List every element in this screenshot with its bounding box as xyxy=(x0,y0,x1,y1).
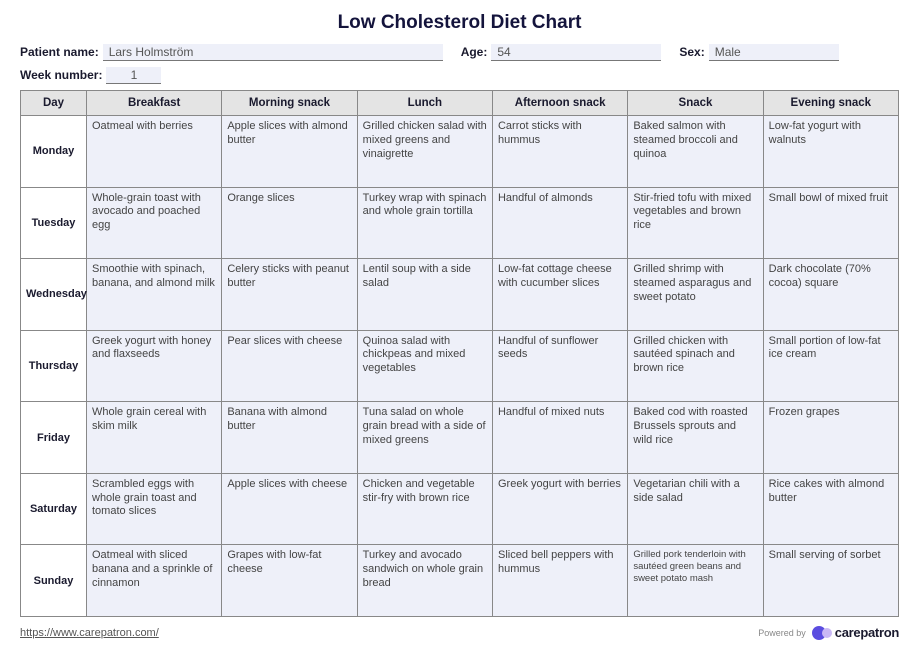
footer-url[interactable]: https://www.carepatron.com/ xyxy=(20,627,159,639)
meal-cell: Handful of almonds xyxy=(492,187,627,259)
patient-name-label: Patient name: xyxy=(20,45,99,59)
day-cell: Tuesday xyxy=(21,187,87,259)
meal-cell: Small serving of sorbet xyxy=(763,545,898,617)
table-row: SundayOatmeal with sliced banana and a s… xyxy=(21,545,899,617)
age-label: Age: xyxy=(461,45,488,59)
table-row: ThursdayGreek yogurt with honey and flax… xyxy=(21,330,899,402)
meal-cell: Greek yogurt with honey and flaxseeds xyxy=(87,330,222,402)
meal-cell: Oatmeal with berries xyxy=(87,116,222,188)
day-cell: Saturday xyxy=(21,473,87,545)
week-value[interactable]: 1 xyxy=(106,67,161,84)
col-morning-snack: Morning snack xyxy=(222,91,357,116)
patient-info-row-2: Week number: 1 xyxy=(20,67,899,84)
meal-cell: Smoothie with spinach, banana, and almon… xyxy=(87,259,222,331)
col-day: Day xyxy=(21,91,87,116)
meal-cell: Grilled chicken salad with mixed greens … xyxy=(357,116,492,188)
meal-cell: Small portion of low-fat ice cream xyxy=(763,330,898,402)
meal-cell: Tuna salad on whole grain bread with a s… xyxy=(357,402,492,474)
day-cell: Friday xyxy=(21,402,87,474)
meal-cell: Handful of sunflower seeds xyxy=(492,330,627,402)
age-field: Age: 54 xyxy=(461,44,662,61)
meal-cell: Small bowl of mixed fruit xyxy=(763,187,898,259)
meal-cell: Grilled shrimp with steamed asparagus an… xyxy=(628,259,763,331)
meal-cell: Stir-fried tofu with mixed vegetables an… xyxy=(628,187,763,259)
meal-cell: Low-fat yogurt with walnuts xyxy=(763,116,898,188)
meal-cell: Greek yogurt with berries xyxy=(492,473,627,545)
meal-cell: Rice cakes with almond butter xyxy=(763,473,898,545)
logo-icon xyxy=(812,626,832,640)
chart-title: Low Cholesterol Diet Chart xyxy=(20,12,899,34)
meal-cell: Grapes with low-fat cheese xyxy=(222,545,357,617)
table-header-row: Day Breakfast Morning snack Lunch Aftern… xyxy=(21,91,899,116)
meal-cell: Low-fat cottage cheese with cucumber sli… xyxy=(492,259,627,331)
meal-cell: Whole grain cereal with skim milk xyxy=(87,402,222,474)
day-cell: Thursday xyxy=(21,330,87,402)
meal-cell: Grilled pork tenderloin with sautéed gre… xyxy=(628,545,763,617)
meal-cell: Pear slices with cheese xyxy=(222,330,357,402)
patient-info-row-1: Patient name: Lars Holmström Age: 54 Sex… xyxy=(20,44,899,61)
meal-cell: Baked cod with roasted Brussels sprouts … xyxy=(628,402,763,474)
meal-cell: Sliced bell peppers with hummus xyxy=(492,545,627,617)
patient-name-value[interactable]: Lars Holmström xyxy=(103,44,443,61)
table-row: WednesdaySmoothie with spinach, banana, … xyxy=(21,259,899,331)
meal-cell: Frozen grapes xyxy=(763,402,898,474)
meal-cell: Carrot sticks with hummus xyxy=(492,116,627,188)
meal-cell: Vegetarian chili with a side salad xyxy=(628,473,763,545)
meal-cell: Apple slices with almond butter xyxy=(222,116,357,188)
day-cell: Wednesday xyxy=(21,259,87,331)
col-evening-snack: Evening snack xyxy=(763,91,898,116)
brand-name: carepatron xyxy=(835,625,899,640)
meal-cell: Turkey wrap with spinach and whole grain… xyxy=(357,187,492,259)
meal-cell: Handful of mixed nuts xyxy=(492,402,627,474)
age-value[interactable]: 54 xyxy=(491,44,661,61)
meal-cell: Whole-grain toast with avocado and poach… xyxy=(87,187,222,259)
patient-name-field: Patient name: Lars Holmström xyxy=(20,44,443,61)
meal-cell: Dark chocolate (70% cocoa) square xyxy=(763,259,898,331)
meal-cell: Apple slices with cheese xyxy=(222,473,357,545)
meal-cell: Oatmeal with sliced banana and a sprinkl… xyxy=(87,545,222,617)
meal-cell: Quinoa salad with chickpeas and mixed ve… xyxy=(357,330,492,402)
col-lunch: Lunch xyxy=(357,91,492,116)
sex-field: Sex: Male xyxy=(679,44,838,61)
footer: https://www.carepatron.com/ Powered by c… xyxy=(20,625,899,640)
sex-label: Sex: xyxy=(679,45,704,59)
meal-cell: Chicken and vegetable stir-fry with brow… xyxy=(357,473,492,545)
brand-logo: carepatron xyxy=(812,625,899,640)
meal-cell: Grilled chicken with sautéed spinach and… xyxy=(628,330,763,402)
col-breakfast: Breakfast xyxy=(87,91,222,116)
meal-cell: Scrambled eggs with whole grain toast an… xyxy=(87,473,222,545)
diet-table: Day Breakfast Morning snack Lunch Aftern… xyxy=(20,90,899,617)
meal-cell: Lentil soup with a side salad xyxy=(357,259,492,331)
week-field: Week number: 1 xyxy=(20,67,161,84)
meal-cell: Banana with almond butter xyxy=(222,402,357,474)
meal-cell: Turkey and avocado sandwich on whole gra… xyxy=(357,545,492,617)
sex-value[interactable]: Male xyxy=(709,44,839,61)
col-snack: Snack xyxy=(628,91,763,116)
table-row: FridayWhole grain cereal with skim milkB… xyxy=(21,402,899,474)
powered-by-label: Powered by xyxy=(758,628,806,638)
week-label: Week number: xyxy=(20,68,102,82)
powered-by: Powered by carepatron xyxy=(758,625,899,640)
table-row: SaturdayScrambled eggs with whole grain … xyxy=(21,473,899,545)
day-cell: Monday xyxy=(21,116,87,188)
table-row: MondayOatmeal with berriesApple slices w… xyxy=(21,116,899,188)
col-afternoon-snack: Afternoon snack xyxy=(492,91,627,116)
meal-cell: Celery sticks with peanut butter xyxy=(222,259,357,331)
table-row: TuesdayWhole-grain toast with avocado an… xyxy=(21,187,899,259)
meal-cell: Orange slices xyxy=(222,187,357,259)
day-cell: Sunday xyxy=(21,545,87,617)
meal-cell: Baked salmon with steamed broccoli and q… xyxy=(628,116,763,188)
